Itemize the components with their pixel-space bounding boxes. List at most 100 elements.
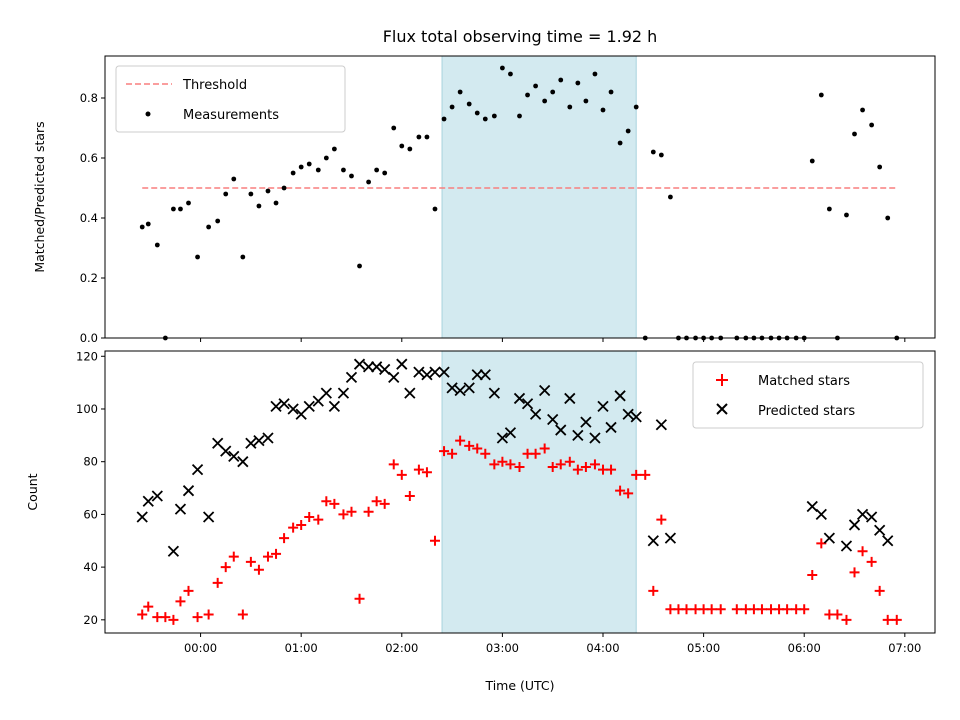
predicted-star-point	[328, 400, 341, 412]
bottom-ytick-label: 40	[83, 560, 98, 574]
top-axes-frame	[104, 55, 936, 339]
predicted-star-point	[815, 508, 827, 521]
measurement-point	[391, 125, 397, 131]
predicted-star-point	[220, 445, 232, 457]
matched-star-point	[212, 577, 223, 588]
matched-star-point	[648, 585, 659, 596]
matched-star-point	[606, 464, 617, 475]
matched-star-point	[429, 535, 440, 546]
matched-star-point	[228, 551, 239, 562]
legend-predicted-label: Predicted stars	[758, 404, 855, 419]
predicted-star-point	[463, 382, 475, 394]
predicted-star-point	[182, 485, 195, 497]
matched-star-point	[439, 446, 450, 457]
matched-star-point	[404, 490, 415, 501]
matched-star-point	[849, 567, 860, 578]
measurement-point	[558, 77, 564, 83]
predicted-star-point	[454, 384, 466, 397]
measurement-point	[298, 164, 304, 170]
predicted-star-point	[191, 463, 204, 476]
predicted-star-point	[278, 398, 290, 410]
matched-star-point	[329, 498, 340, 509]
measurement-point	[550, 89, 556, 95]
bottom-xtick-label: 01:00	[285, 641, 318, 655]
measurement-point	[809, 158, 815, 164]
measurement-point	[542, 98, 548, 104]
matched-star-point	[175, 596, 186, 607]
predicted-star-point	[564, 392, 576, 405]
predicted-star-point	[370, 361, 383, 373]
predicted-star-point	[413, 366, 425, 378]
measurement-point	[525, 92, 530, 98]
matched-star-point	[623, 488, 634, 499]
matched-star-point	[413, 464, 424, 475]
predicted-star-point	[303, 400, 315, 412]
measurement-point	[600, 107, 606, 113]
top-ytick-label: 0.4	[80, 211, 98, 225]
matched-star-point	[681, 604, 692, 615]
measurement-point	[844, 212, 849, 218]
matched-star-point	[782, 604, 793, 615]
measurement-point	[154, 242, 160, 248]
measurement-point	[407, 146, 413, 152]
top-panel: 0.00.20.40.60.8 Matched/Predicted stars …	[32, 55, 936, 345]
chart-title: Flux total observing time = 1.92 h	[383, 27, 658, 46]
observing-window-shade	[441, 350, 637, 634]
matched-legend-marker	[716, 374, 728, 386]
predicted-star-point	[253, 434, 265, 447]
measurement-point	[860, 107, 865, 113]
x-axis-label: Time (UTC)	[484, 678, 554, 693]
predicted-star-point	[237, 456, 249, 468]
matched-star-point	[631, 469, 642, 480]
measurement-point	[323, 155, 329, 161]
measurement-point	[608, 89, 614, 95]
observing-window-shade	[441, 55, 637, 339]
predicted-star-point	[614, 390, 626, 402]
matched-star-point	[489, 459, 500, 470]
measurement-point	[424, 134, 430, 140]
matched-star-point	[271, 548, 282, 559]
matched-star-point	[874, 585, 885, 596]
measurement-point	[240, 254, 246, 260]
predicted-star-point	[479, 369, 491, 381]
measurement-point	[650, 149, 656, 155]
matched-star-point	[480, 448, 491, 459]
measurement-point	[499, 65, 505, 71]
measurement-point	[633, 104, 639, 110]
measurement-point	[178, 206, 183, 212]
matched-star-point	[447, 448, 458, 459]
predicted-star-point	[429, 366, 441, 378]
matched-star-point	[143, 601, 154, 612]
matched-star-point	[279, 533, 290, 544]
matched-star-point	[262, 551, 273, 562]
predicted-star-point	[865, 511, 878, 523]
measurement-point	[449, 104, 455, 110]
matched-star-point	[547, 461, 558, 472]
matched-star-point	[379, 498, 390, 509]
matched-star-point	[288, 522, 299, 533]
bottom-axes-frame	[104, 350, 936, 634]
predicted-star-point	[136, 511, 148, 523]
matched-star-point	[455, 435, 466, 446]
measurement-point	[331, 146, 337, 152]
predicted-star-point	[245, 437, 257, 449]
measurement-point	[416, 134, 422, 140]
predicted-star-point	[539, 384, 551, 397]
matched-star-point	[799, 604, 810, 615]
predicted-star-point	[362, 361, 375, 373]
predicted-star-point	[806, 500, 818, 513]
measurement-point	[575, 80, 581, 86]
matched-star-point	[497, 456, 508, 467]
matched-star-point	[589, 459, 600, 470]
bottom-ytick-label: 120	[76, 349, 98, 363]
measurement-point	[399, 143, 405, 149]
bottom-xtick-label: 06:00	[788, 641, 821, 655]
matched-star-point	[882, 614, 893, 625]
measurement-point	[341, 167, 346, 173]
matched-star-point	[313, 514, 324, 525]
measurement-point	[281, 185, 287, 191]
bottom-xtick-label: 04:00	[586, 641, 619, 655]
legend-threshold-label: Threshold	[182, 78, 247, 93]
measurement-point	[533, 83, 538, 89]
matched-star-point	[396, 469, 407, 480]
